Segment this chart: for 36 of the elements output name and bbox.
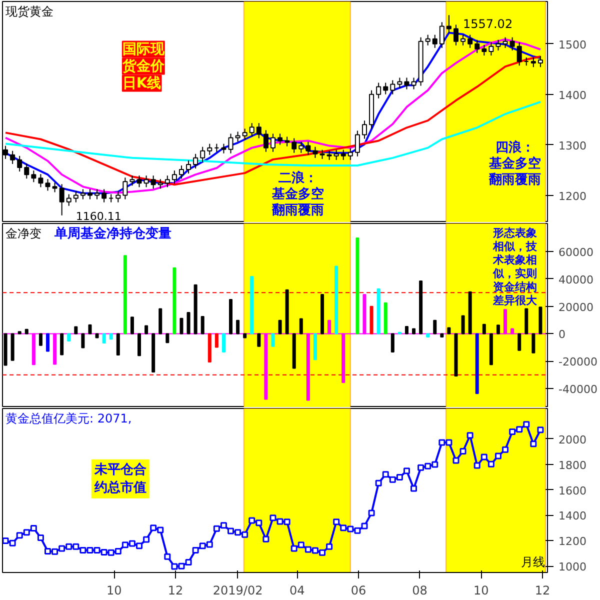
chart-title: 金净变 xyxy=(6,226,42,240)
y-tick-label: 1600 xyxy=(558,484,586,498)
annotation: 二浪：基金多空翻雨覆雨 xyxy=(270,170,324,218)
x-tick-label: 06 xyxy=(350,584,366,598)
annotation: 1160.11 xyxy=(76,210,122,223)
y-tick-label: 2000 xyxy=(558,433,586,446)
annotation: 未平仓合约总市值 xyxy=(93,461,146,496)
x-tick-label: 10 xyxy=(106,584,122,598)
y-tick-label: 1300 xyxy=(558,139,586,152)
y-tick-label: 1000 xyxy=(558,560,586,574)
x-tick-label: 12 xyxy=(534,584,550,598)
annotation: 四浪：基金多空翻雨覆雨 xyxy=(488,140,541,188)
y-tick-label: 60000 xyxy=(558,246,594,259)
x-tick-label: 12 xyxy=(168,584,184,598)
annotation: 月线 xyxy=(520,555,545,570)
annotation: 国际现货金价日K线 xyxy=(121,41,166,92)
y-tick-label: 0 xyxy=(558,328,566,342)
chart-title: 黄金总值亿美元: 2071, xyxy=(6,412,132,426)
y-tick-label: 1500 xyxy=(558,38,586,52)
chart-title: 现货黄金 xyxy=(6,4,54,18)
y-tick-label: 20000 xyxy=(558,300,594,314)
y-tick-label: 1200 xyxy=(558,190,586,203)
y-tick-label: -40000 xyxy=(558,383,598,396)
y-tick-label: 40000 xyxy=(558,273,594,286)
x-tick-label: 04 xyxy=(289,584,305,598)
y-tick-label: -20000 xyxy=(558,356,598,369)
chart-subtitle: 单周基金净持仓变量 xyxy=(54,226,172,242)
annotation: 形态表象相似，技术表象相似，实则资金结构差异很大 xyxy=(492,226,538,307)
annotation: 1557.02 xyxy=(462,17,513,32)
x-tick-label: 10 xyxy=(474,584,489,598)
x-tick-label: 08 xyxy=(412,584,428,598)
y-tick-label: 1200 xyxy=(558,535,586,548)
y-tick-label: 1400 xyxy=(558,88,586,102)
x-tick-label: 2019/02 xyxy=(212,584,263,598)
y-tick-label: 1400 xyxy=(558,510,586,523)
y-tick-label: 1800 xyxy=(558,458,586,472)
